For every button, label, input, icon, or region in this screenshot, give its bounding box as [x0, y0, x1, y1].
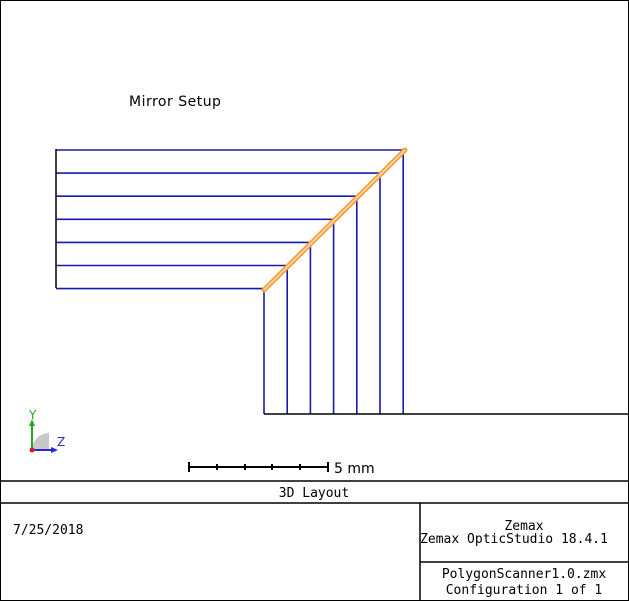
y-axis-label: Y — [28, 408, 37, 422]
ray-path — [56, 241, 312, 414]
diagram-title: Mirror Setup — [129, 94, 221, 110]
triad-shade — [32, 433, 49, 450]
file-name-label: PolygonScanner1.0.zmx — [442, 567, 607, 582]
ray-path — [56, 172, 381, 414]
ray-path — [56, 149, 405, 414]
product-label: Zemax OpticStudio 18.4.1 — [420, 532, 608, 547]
y-arrowhead-icon — [29, 419, 35, 426]
plot-type-label: 3D Layout — [279, 486, 349, 501]
date-label: 7/25/2018 — [13, 523, 83, 538]
scale-bar: 5 mm — [188, 461, 375, 477]
z-axis-label: Z — [57, 435, 65, 449]
title-block: 3D Layout 7/25/2018 Zemax Zemax OpticStu… — [0, 480, 629, 601]
configuration-label: Configuration 1 of 1 — [446, 583, 603, 598]
z-arrowhead-icon — [51, 447, 58, 453]
mirror-highlight — [263, 149, 406, 291]
ray-path — [56, 264, 289, 414]
scale-bar-label: 5 mm — [334, 461, 375, 477]
company-label: Zemax — [504, 519, 543, 534]
ray-path — [56, 195, 358, 414]
ray-path — [56, 287, 265, 414]
ray-path — [56, 218, 335, 414]
x-axis-dot-icon — [29, 447, 35, 453]
mirror — [261, 147, 408, 293]
axis-triad: Y Z — [28, 408, 65, 453]
ray-bundle — [56, 149, 405, 414]
